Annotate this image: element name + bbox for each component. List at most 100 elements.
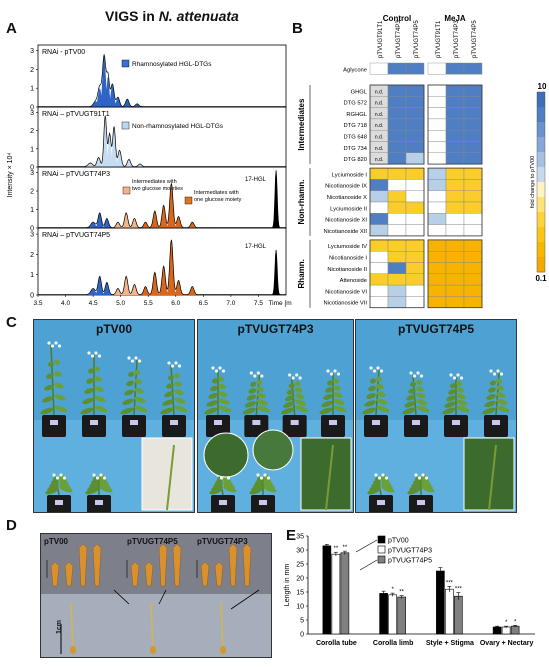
flower [54,341,58,345]
pot-label [170,420,178,425]
leaf [248,388,257,394]
heatmap-cell [369,262,389,275]
pot [122,415,146,437]
y-tick-label: 2 [30,128,34,135]
bar [379,593,388,635]
heatmap-column-label: pTVUGT74P3 [454,20,460,58]
pot [244,415,269,437]
pot [364,415,388,437]
flower-part [144,561,154,587]
panel-label-a: A [6,20,17,37]
heatmap-cell [405,201,425,214]
heatmap-cell [405,129,425,142]
x-tick-label: 4.0 [61,300,70,307]
flower [87,351,91,355]
pot [404,415,428,437]
y-tick-label: 0 [30,293,34,300]
flower [336,372,341,376]
heatmap-cell [427,224,447,237]
leaf [416,379,422,385]
heatmap-row-label: DTG 572 [343,101,367,107]
leaf [54,371,62,377]
heatmap-cell [387,262,407,275]
peak-fill [124,159,134,167]
leaf [128,371,134,377]
y-tick-label: 0 [300,632,304,639]
heatmap-cell [463,84,483,97]
ovary [70,646,76,654]
heatmap-nd-text: n.d. [375,112,383,118]
heatmap-cell [463,201,483,214]
flower [177,364,182,368]
flower-part [214,561,224,587]
section-frame [369,239,425,309]
pot-label [417,500,425,505]
leaf [120,407,134,415]
y-tick-label: 0 [30,165,34,172]
pot [42,415,66,437]
scale-step [537,257,545,273]
bar [436,570,445,635]
flower [214,369,219,373]
heatmap-cell [445,190,465,203]
significance-mark: ** [334,546,339,552]
heatmap-cell [387,107,407,120]
peak-fill [121,276,132,295]
heatmap-cell [445,239,465,252]
leaf [456,393,466,400]
heatmap-cell [405,107,425,120]
chromatogram-title: VIGS in N. attenuata [105,8,239,24]
section-label: Rhamn. [297,259,306,288]
heatmap-nd-text: n.d. [375,157,383,163]
y-tick-label: 25 [296,562,304,569]
flower [496,369,500,373]
heatmap-cell [387,296,407,308]
bar [397,596,406,635]
heatmap-row-label: Aglycone [343,67,367,73]
heatmap-cell [427,129,447,142]
significance-mark: * [391,587,394,593]
leaf [86,378,94,384]
leaf [174,405,188,413]
leaf [281,407,295,415]
peak-fill [83,163,97,167]
legend-label: pTV00 [388,538,409,545]
heatmap-cell [445,296,465,308]
significance-mark: *** [455,587,463,593]
x-tick-label: 3.5 [33,300,42,307]
heatmap-cell [463,167,483,180]
flower [409,371,413,375]
heatmap-cell [405,179,425,191]
heatmap-cell [445,213,465,225]
heatmap-cell [369,201,389,214]
leaf [164,391,174,398]
leaf [404,401,416,408]
heatmap-cell [387,224,407,237]
pot-label [219,500,227,505]
leaf [376,405,390,413]
panel-label-d: D [6,517,17,534]
peak-fill [113,288,123,295]
heatmap-cell [463,273,483,286]
y-tick-label: 3 [30,232,34,239]
heatmap-cell [405,167,425,180]
flower [329,372,334,376]
heatmap-cell [387,273,407,286]
section-frame [427,84,483,165]
bar [388,594,397,635]
heatmap-cell [445,273,465,286]
leaf [256,392,267,399]
flower [90,354,95,358]
significance-mark: ** [399,590,404,596]
heatmap-cell [463,96,483,108]
leaf [416,392,426,399]
leaf [126,380,134,387]
leaf [82,397,94,405]
zoom-inset [252,429,294,471]
leaf [406,394,416,401]
leaf [246,394,257,401]
scale-step [537,182,545,198]
flower [59,473,63,477]
leaf [256,379,263,385]
